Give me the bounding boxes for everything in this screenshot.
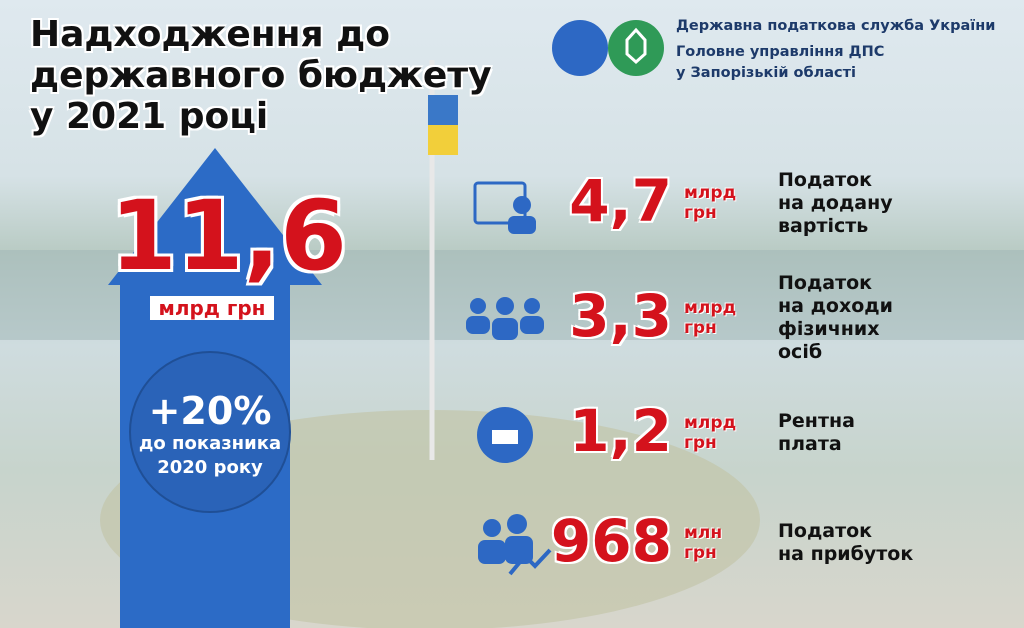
title-line: Надходження до — [30, 14, 390, 55]
total-unit: млрд грн — [150, 296, 274, 320]
item-label: Податок на прибуток — [778, 520, 913, 566]
unit-line: млн — [684, 523, 723, 543]
item-value: 4,7 — [569, 167, 672, 235]
unit-line: грн — [684, 318, 717, 338]
org-line: Державна податкова служба України — [676, 18, 996, 34]
item-value: 3,3 — [569, 282, 672, 350]
label-line: на прибуток — [778, 543, 914, 565]
title-line: державного бюджету — [30, 55, 492, 96]
label-line: фізичних — [778, 318, 880, 340]
total-value: 11,6 — [110, 180, 347, 292]
organization: Державна податкова служба України Головн… — [676, 16, 995, 84]
growth-value: +20% — [148, 389, 272, 433]
growth-note: до показника — [138, 433, 282, 454]
item-unit: млн грн — [684, 523, 722, 563]
item-unit: млрд грн — [684, 183, 736, 223]
label-line: на додану — [778, 191, 893, 214]
item-label: Податок на додану вартість — [778, 169, 893, 238]
item-value: 968 — [550, 507, 672, 575]
growth: +20% до показника 2020 року — [130, 390, 290, 480]
label-line: Податок — [778, 272, 873, 294]
item-label: Податок на доходи фізичних осіб — [778, 272, 893, 364]
title-line: у 2021 році — [30, 96, 269, 137]
org-line: у Запорізькій області — [676, 65, 856, 81]
label-line: вартість — [778, 214, 869, 237]
item-value: 1,2 — [569, 397, 672, 465]
item-unit: млрд грн — [684, 413, 736, 453]
unit-line: млрд — [684, 413, 737, 433]
unit-line: млрд — [684, 298, 737, 318]
item-label: Рентна плата — [778, 410, 855, 456]
org-line: Головне управління ДПС — [676, 44, 885, 60]
label-line: плата — [778, 433, 842, 455]
label-line: Податок — [778, 168, 873, 191]
item-unit: млрд грн — [684, 298, 736, 338]
label-line: на доходи — [778, 295, 893, 317]
growth-note: 2020 року — [157, 457, 263, 478]
label-line: Рентна — [778, 410, 855, 432]
unit-line: грн — [684, 203, 717, 223]
unit-line: грн — [684, 433, 717, 453]
unit-line: млрд — [684, 183, 737, 203]
label-line: осіб — [778, 341, 823, 363]
label-line: Податок — [778, 520, 873, 542]
unit-line: грн — [684, 543, 717, 563]
title: Надходження до державного бюджету у 2021… — [30, 14, 492, 137]
